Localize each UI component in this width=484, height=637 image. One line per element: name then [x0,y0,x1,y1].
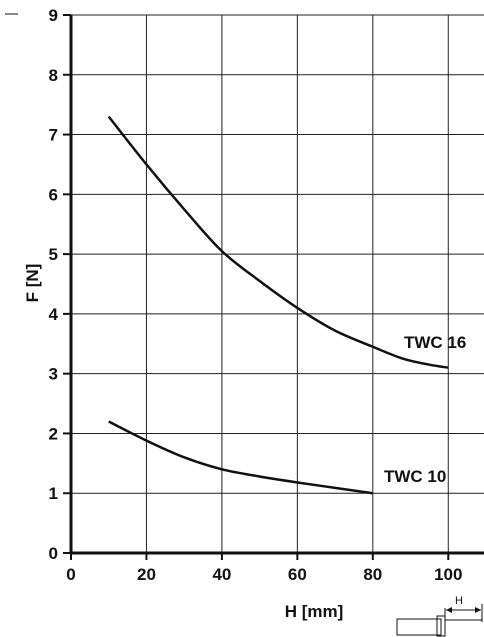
y-tick-label: 9 [49,6,58,25]
y-tick-label: 6 [49,185,58,204]
x-tick-label: 60 [288,565,307,584]
y-tick-label: 1 [49,484,58,503]
tick-labels: 0 1 2 3 4 5 6 7 8 9 0 20 40 60 80 100 [49,6,463,584]
x-axis-title: H [mm] [285,602,344,621]
y-tick-label: 2 [49,424,58,443]
y-tick-label: 7 [49,126,58,145]
series-label-twc16: TWC 16 [404,333,466,352]
y-tick-label: 8 [49,66,58,85]
x-tick-label: 40 [212,565,231,584]
x-tick-label: 20 [137,565,156,584]
series-line-twc16 [107,115,449,369]
y-tick-label: 5 [49,245,58,264]
grid [71,14,484,553]
x-tick-label: 0 [66,565,75,584]
series-lines [107,115,449,495]
x-tick-label: 100 [434,565,462,584]
axes [69,15,484,555]
dimension-h-label: H [455,595,463,607]
gripper-schematic-icon: H [396,595,483,637]
y-tick-label: 0 [49,544,58,563]
x-tick-label: 80 [363,565,382,584]
y-tick-label: 3 [49,365,58,384]
series-label-twc10: TWC 10 [384,467,446,486]
y-axis-title: F [N] [23,264,42,303]
series-line-twc10 [108,420,373,495]
y-tick-label: 4 [49,305,59,324]
